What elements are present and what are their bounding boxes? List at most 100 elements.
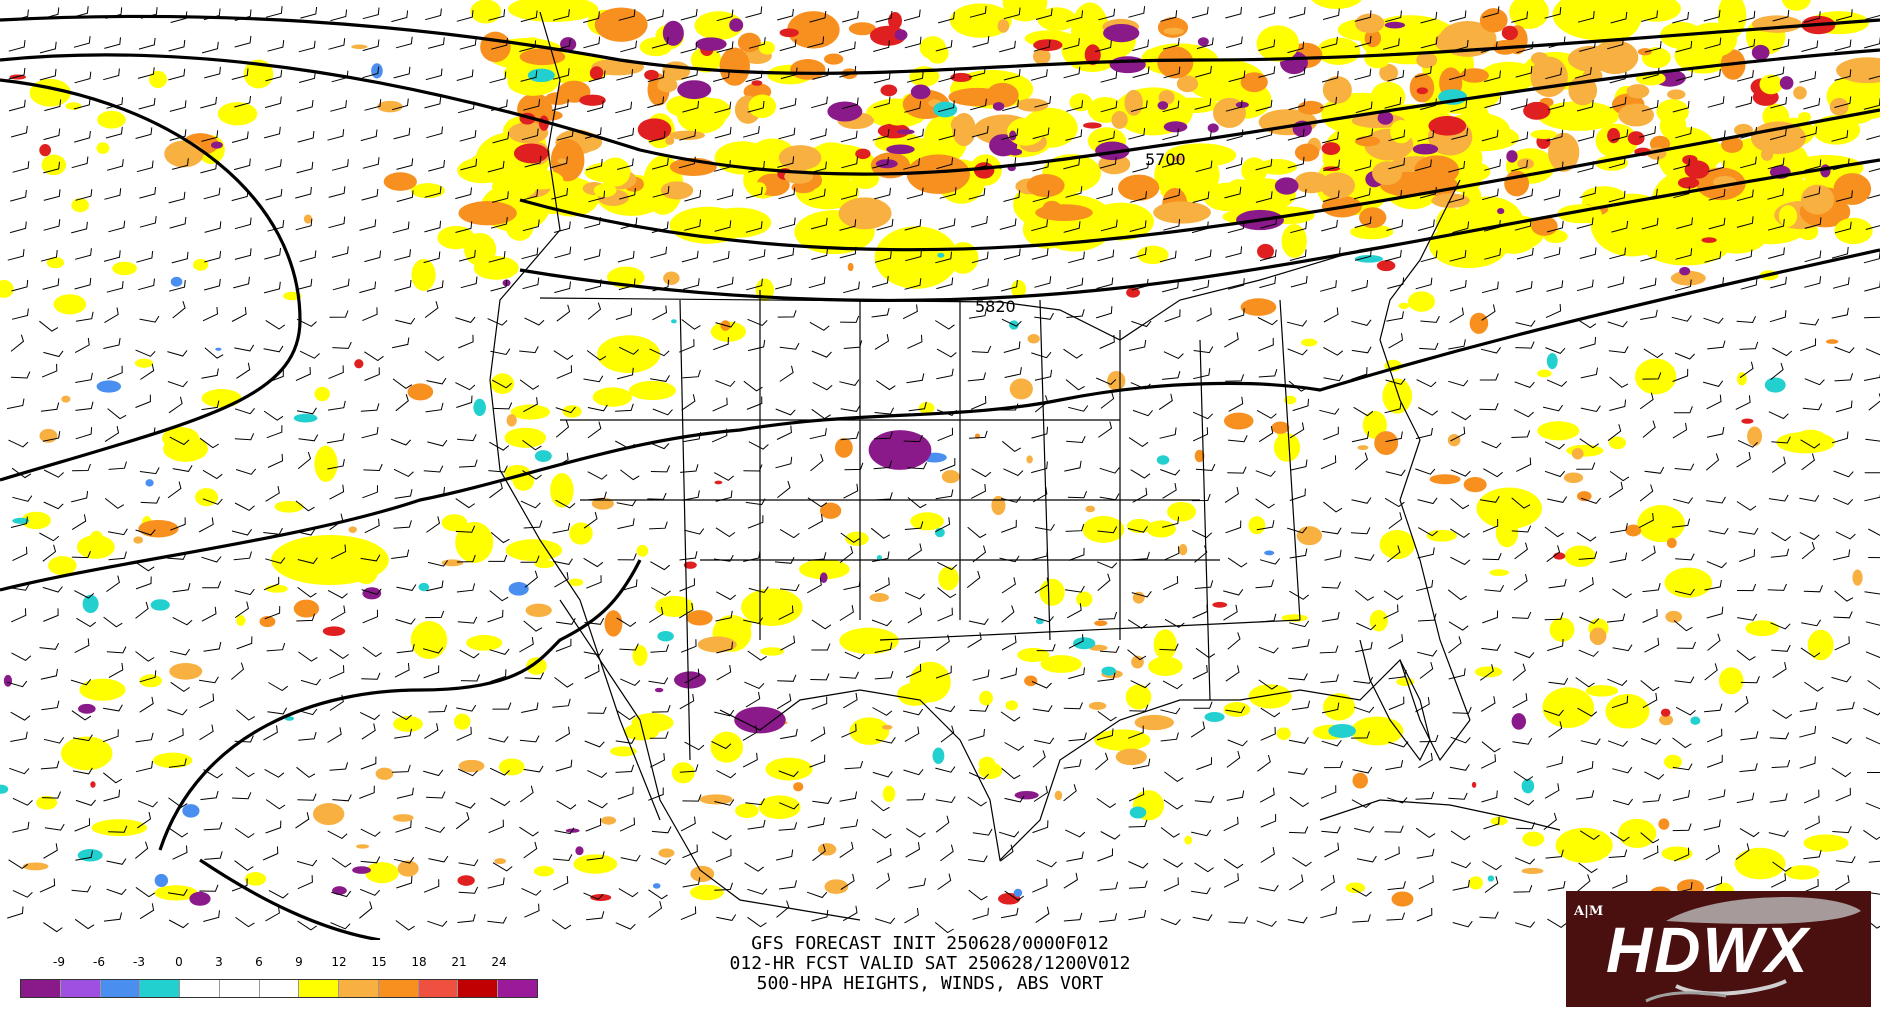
wind-barb <box>12 495 33 502</box>
wind-barb <box>459 130 477 142</box>
wind-barb <box>10 516 28 528</box>
wind-barb <box>521 887 542 896</box>
wind-barb <box>1674 352 1695 360</box>
wind-barb <box>904 278 922 290</box>
wind-barb <box>647 9 664 21</box>
vorticity-blob <box>1364 47 1391 69</box>
wind-barb <box>1417 649 1438 657</box>
wind-barb <box>235 766 255 778</box>
wind-barb <box>1192 191 1210 203</box>
wind-barb <box>1580 367 1598 379</box>
wind-barb <box>903 9 921 22</box>
wind-barb <box>395 317 416 325</box>
wind-barb <box>1128 861 1149 869</box>
wind-barb <box>1448 621 1469 631</box>
wind-barb <box>362 7 380 20</box>
vorticity-blob <box>195 488 219 507</box>
wind-barb <box>1739 361 1754 379</box>
vorticity-blob <box>1198 183 1215 191</box>
wind-barb <box>1770 622 1791 630</box>
wind-barb <box>1831 736 1852 745</box>
wind-barb <box>428 855 449 863</box>
wind-barb <box>1769 732 1790 740</box>
wind-barb <box>876 848 892 864</box>
wind-barb <box>840 819 859 829</box>
wind-barb <box>457 434 477 442</box>
wind-barb <box>424 96 442 109</box>
wind-barb <box>329 484 345 500</box>
wind-barb <box>870 800 890 812</box>
wind-barb <box>200 790 219 801</box>
wind-barb <box>1546 220 1564 233</box>
wind-barb <box>362 485 378 499</box>
wind-barb <box>874 577 890 593</box>
vorticity-blob <box>96 380 122 393</box>
wind-barb <box>1867 679 1880 690</box>
vorticity-blob <box>1751 44 1770 61</box>
wind-barb <box>587 302 602 320</box>
wind-barb <box>1772 661 1787 679</box>
wind-barb <box>811 909 829 922</box>
wind-barb <box>811 96 828 109</box>
wind-barb <box>1708 527 1729 535</box>
wind-barb <box>1607 678 1628 686</box>
wind-barb <box>360 828 381 837</box>
wind-barb <box>970 484 987 499</box>
wind-barb <box>523 99 541 111</box>
vorticity-blob <box>1607 127 1621 144</box>
wind-barb <box>1772 9 1790 22</box>
wind-barb <box>71 156 89 169</box>
wind-barb <box>295 186 312 199</box>
wind-barb <box>714 882 733 891</box>
wind-barb <box>1420 98 1437 111</box>
wind-barb <box>107 365 123 380</box>
wind-barb <box>1579 830 1600 841</box>
wind-barb <box>1128 880 1148 889</box>
wind-barb <box>1288 6 1306 19</box>
wind-barb <box>1001 318 1022 327</box>
wind-barb <box>1162 38 1180 50</box>
wind-barb <box>396 643 415 654</box>
vorticity-blob <box>758 795 801 820</box>
wind-barb <box>1160 732 1179 742</box>
wind-barb <box>1739 763 1758 773</box>
wind-barb <box>1063 759 1082 769</box>
vorticity-blob <box>1721 136 1744 153</box>
wind-barb <box>43 501 64 510</box>
wind-barb <box>1674 279 1692 292</box>
wind-barb <box>1193 346 1214 354</box>
geopotential-height-contours <box>0 14 1880 940</box>
vorticity-blob <box>1670 270 1706 286</box>
wind-barb <box>747 819 766 830</box>
vorticity-blob <box>322 626 346 636</box>
wind-barb <box>1740 731 1759 741</box>
wind-barb <box>264 247 281 260</box>
wind-barb <box>872 129 890 141</box>
wind-barb <box>906 71 924 83</box>
vorticity-blob <box>1501 25 1518 41</box>
wind-barb <box>12 797 33 806</box>
wind-barb <box>716 641 733 654</box>
vorticity-blob <box>569 522 593 545</box>
vorticity-blob <box>39 428 58 443</box>
wind-barb <box>329 648 349 660</box>
wind-barb <box>488 9 506 21</box>
wind-barb <box>554 572 569 588</box>
vorticity-blob <box>393 715 423 732</box>
wind-barb <box>202 469 223 480</box>
wind-barb <box>1324 549 1342 561</box>
wind-barb <box>937 607 953 622</box>
wind-barb <box>648 130 666 143</box>
wind-barb <box>1227 466 1247 474</box>
wind-barb <box>235 916 255 928</box>
wind-barb <box>680 464 699 473</box>
wind-barb <box>267 707 288 715</box>
wind-barb <box>1481 129 1499 142</box>
wind-barb <box>296 613 316 622</box>
wind-barb <box>43 608 59 622</box>
wind-barb <box>1004 795 1025 803</box>
vorticity-blob <box>534 559 555 569</box>
wind-barb <box>359 785 375 799</box>
wind-barb <box>778 187 796 200</box>
wind-barb <box>1707 340 1726 350</box>
